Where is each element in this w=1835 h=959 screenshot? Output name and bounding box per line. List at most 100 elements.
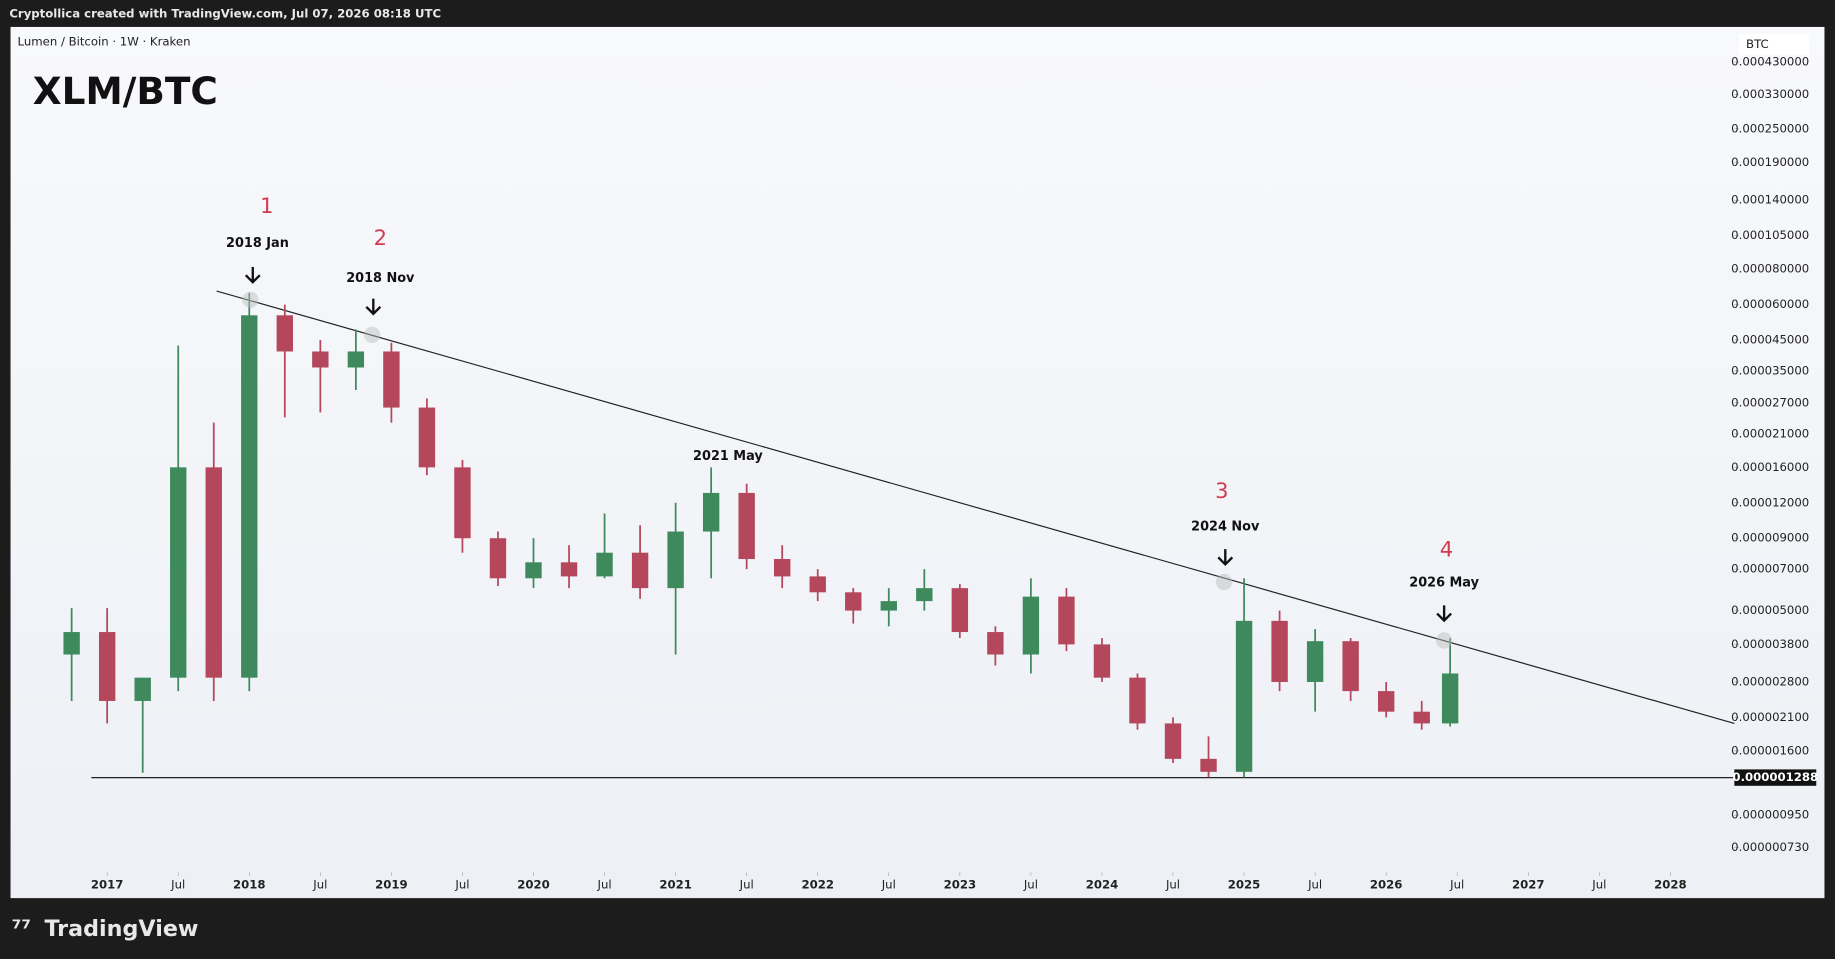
y-tick-label: 0.000250000 — [1731, 121, 1809, 135]
y-tick-label: 0.000002800 — [1731, 674, 1809, 688]
unit-box — [1739, 33, 1810, 56]
y-tick-label: 0.000190000 — [1731, 155, 1809, 169]
brand-logo: ⁷⁷ — [12, 916, 31, 942]
candle-body — [312, 351, 329, 368]
candle-body — [916, 588, 933, 602]
x-tick-label: 2026 — [1370, 878, 1403, 892]
annotation: 3 — [1215, 478, 1228, 503]
candle-body — [98, 632, 116, 701]
x-tick-label: 2019 — [375, 878, 408, 892]
highlight — [363, 326, 381, 344]
highlight — [1215, 573, 1233, 591]
x-tick-label: Jul — [1165, 878, 1180, 892]
candle-body — [1129, 677, 1146, 724]
candle-body — [134, 677, 151, 701]
y-tick-label: 0.000035000 — [1731, 363, 1809, 377]
x-tick-label: 2025 — [1228, 878, 1261, 892]
y-tick-label: 0.000005000 — [1731, 603, 1809, 617]
candle-body — [1413, 711, 1430, 724]
candle-body — [1093, 644, 1111, 678]
candle-body — [63, 632, 80, 655]
arrow — [365, 298, 382, 316]
plot-area — [10, 26, 1825, 899]
candle-body — [454, 467, 471, 539]
candle-body — [880, 601, 897, 611]
candle-body — [276, 315, 294, 352]
y-tick-label: 0.000009000 — [1731, 531, 1809, 545]
y-tick-label: 0.000007000 — [1731, 562, 1809, 576]
x-tick-label: Jul — [1307, 878, 1322, 892]
candle-body — [774, 559, 791, 577]
y-tick-label: 0.000016000 — [1731, 460, 1809, 474]
candle-body — [1306, 641, 1324, 682]
x-tick-label: Jul — [1591, 878, 1606, 892]
candle-body — [241, 315, 258, 678]
x-tick-label: 2022 — [801, 878, 834, 892]
candle-body — [383, 351, 400, 408]
x-tick-label: Jul — [739, 878, 754, 892]
y-tick-label: 0.000000730 — [1731, 840, 1809, 854]
candle-body — [1200, 758, 1217, 772]
y-tick-label: 0.000080000 — [1731, 262, 1809, 276]
y-tick-label: 0.000012000 — [1731, 495, 1809, 509]
candle-body — [1058, 596, 1075, 645]
highlight — [242, 291, 259, 308]
annotation: 4 — [1440, 536, 1453, 561]
candle-body — [1377, 691, 1395, 712]
candle-body — [951, 588, 969, 633]
annotation: 2024 Nov — [1191, 519, 1260, 534]
y-tick-label: 0.000001600 — [1731, 743, 1809, 757]
candle-body — [1342, 641, 1359, 692]
y-tick-label: 0.000330000 — [1731, 87, 1809, 101]
y-tick-label: 0.000140000 — [1731, 193, 1809, 207]
annotation: 1 — [260, 193, 273, 218]
x-tick-label: Jul — [312, 878, 327, 892]
candle-body — [1441, 673, 1459, 724]
candle-body — [1022, 596, 1040, 655]
candle-body — [596, 552, 613, 577]
price-label-box — [1734, 769, 1817, 786]
highlight — [1435, 632, 1453, 649]
annotation: 2018 Jan — [226, 236, 289, 251]
price-label: 0.000001288 — [1732, 770, 1818, 784]
candle-body — [560, 562, 578, 577]
x-tick-label: 2020 — [517, 878, 550, 892]
y-tick-label: 0.000060000 — [1731, 297, 1809, 311]
x-tick-label: 2027 — [1512, 878, 1545, 892]
candle-body — [845, 592, 862, 611]
arrow — [1436, 605, 1452, 623]
y-tick-label: 0.000002100 — [1731, 710, 1809, 724]
candle-body — [809, 576, 826, 593]
candle-body — [347, 351, 365, 368]
y-tick-label: 0.000021000 — [1731, 426, 1809, 440]
annotation: 2 — [374, 225, 387, 250]
x-tick-label: 2024 — [1086, 878, 1119, 892]
y-tick-label: 0.000003800 — [1731, 637, 1809, 651]
annotation: 2018 Nov — [346, 271, 415, 286]
candle-body — [987, 632, 1004, 655]
candle-body — [702, 492, 720, 532]
arrow — [1217, 549, 1234, 567]
candle-body — [1271, 620, 1288, 682]
candle-body — [1164, 723, 1182, 759]
chart-title: XLM/BTC — [33, 69, 218, 113]
x-tick-label: 2021 — [659, 878, 692, 892]
x-tick-label: Jul — [1449, 878, 1464, 892]
x-tick-label: 2023 — [944, 878, 977, 892]
y-tick-label: 0.000430000 — [1731, 55, 1809, 69]
y-unit: BTC — [1746, 37, 1769, 51]
chart-subtitle: Lumen / Bitcoin · 1W · Kraken — [18, 35, 191, 49]
brand: TradingView — [44, 916, 198, 942]
candle-body — [205, 467, 222, 678]
y-tick-label: 0.000045000 — [1731, 333, 1809, 347]
x-tick-label: Jul — [881, 878, 896, 892]
annotation: 2021 May — [693, 449, 763, 464]
candle-body — [738, 492, 755, 560]
x-tick-label: Jul — [454, 878, 469, 892]
candle-body — [170, 467, 187, 678]
annotation: 2026 May — [1409, 576, 1479, 591]
candle-body — [489, 538, 507, 579]
x-tick-label: 2017 — [91, 878, 124, 892]
